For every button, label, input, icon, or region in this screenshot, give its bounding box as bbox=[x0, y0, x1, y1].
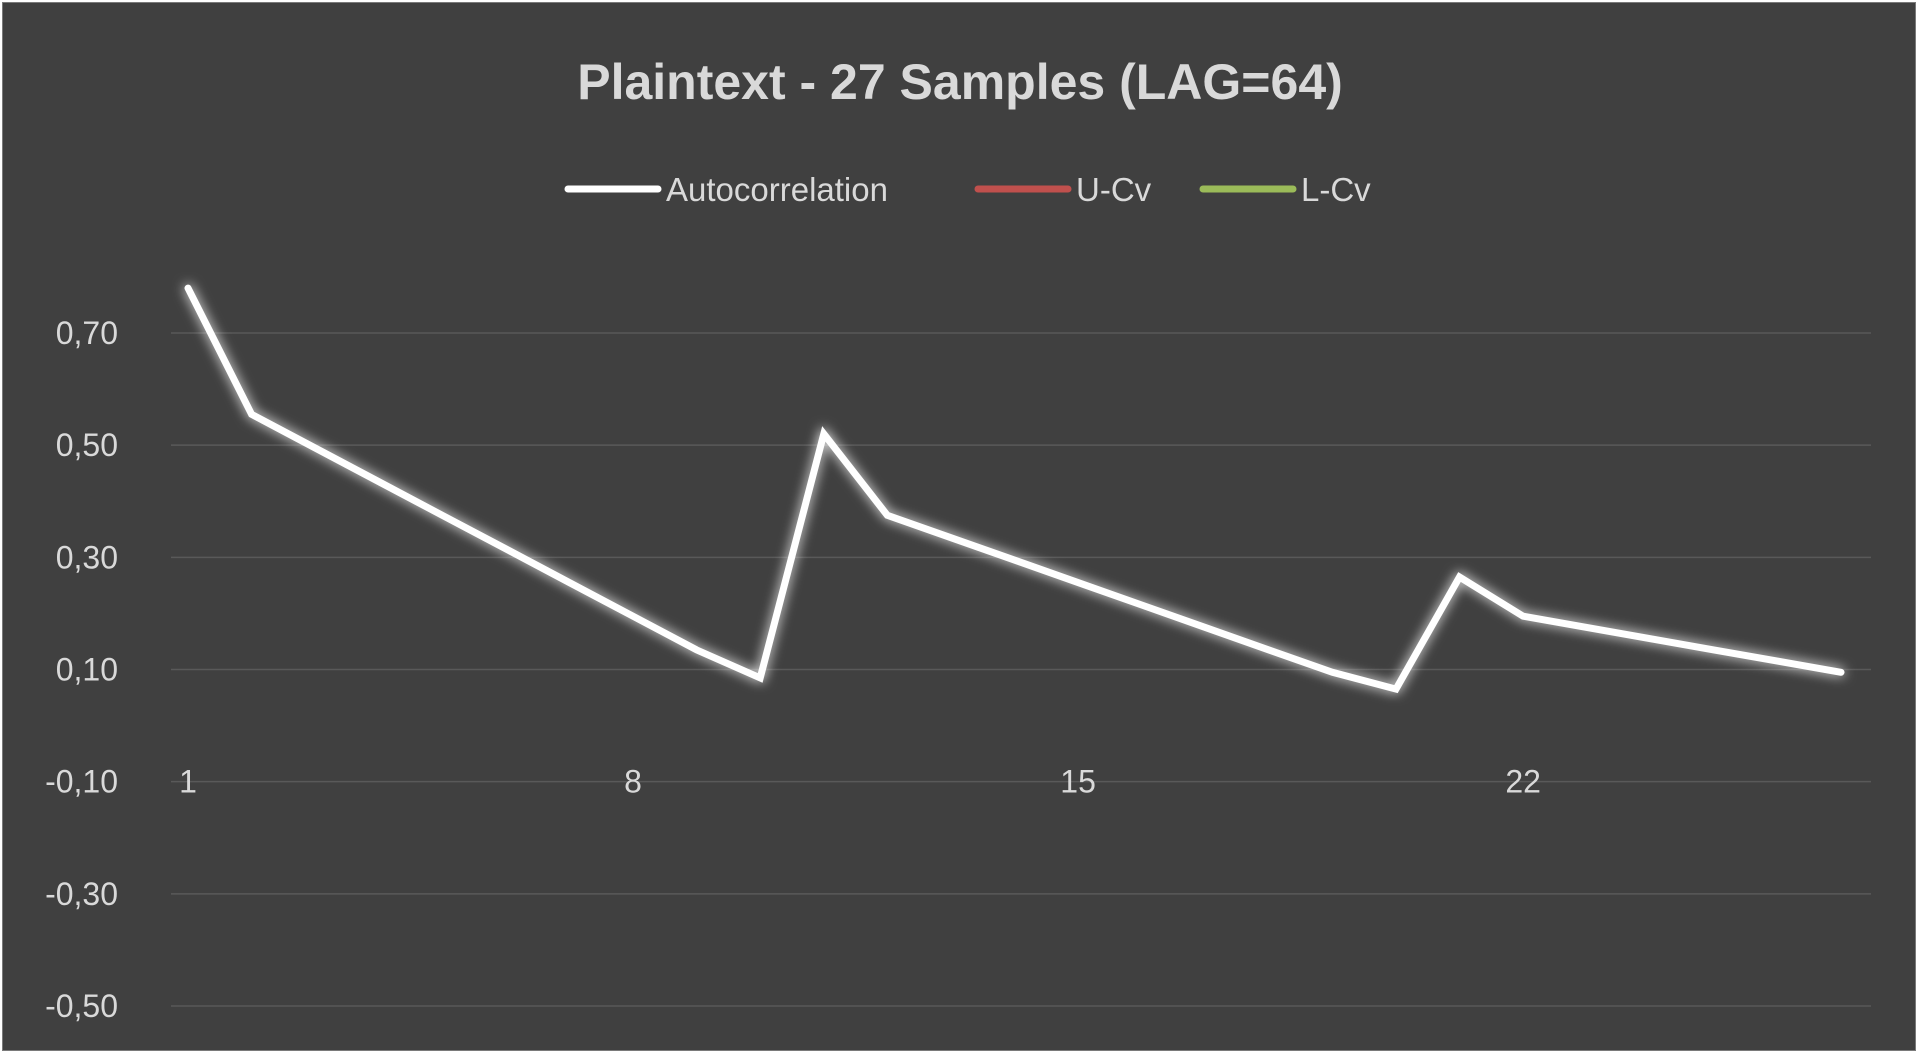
y-tick-label: 0,50 bbox=[56, 427, 118, 463]
x-tick-label: 15 bbox=[1060, 764, 1096, 800]
x-tick-label: 1 bbox=[179, 764, 197, 800]
chart-svg: Plaintext - 27 Samples (LAG=64) Autocorr… bbox=[45, 54, 1871, 1024]
x-axis-ticks: 1 8 15 22 bbox=[179, 764, 1541, 800]
y-tick-label: 0,30 bbox=[56, 539, 118, 575]
chart-legend: Autocorrelation U-Cv L-Cv bbox=[564, 171, 1371, 208]
x-tick-label: 22 bbox=[1505, 764, 1541, 800]
y-tick-label: 0,70 bbox=[56, 315, 118, 351]
y-tick-label: 0,10 bbox=[56, 652, 118, 688]
y-tick-label: -0,10 bbox=[45, 764, 118, 800]
gridlines bbox=[171, 332, 1871, 1007]
legend-label: L-Cv bbox=[1301, 171, 1371, 208]
series-line-autocorrelation bbox=[184, 284, 1845, 694]
y-tick-label: -0,50 bbox=[45, 988, 118, 1024]
chart-title: Plaintext - 27 Samples (LAG=64) bbox=[577, 54, 1343, 110]
x-tick-label: 8 bbox=[624, 764, 642, 800]
legend-label: U-Cv bbox=[1076, 171, 1152, 208]
y-tick-label: -0,30 bbox=[45, 876, 118, 912]
legend-label: Autocorrelation bbox=[666, 171, 888, 208]
series-layer bbox=[184, 284, 1845, 810]
y-axis-ticks: -0,50 -0,30 -0,10 0,10 0,30 0,50 0,70 bbox=[45, 315, 118, 1024]
